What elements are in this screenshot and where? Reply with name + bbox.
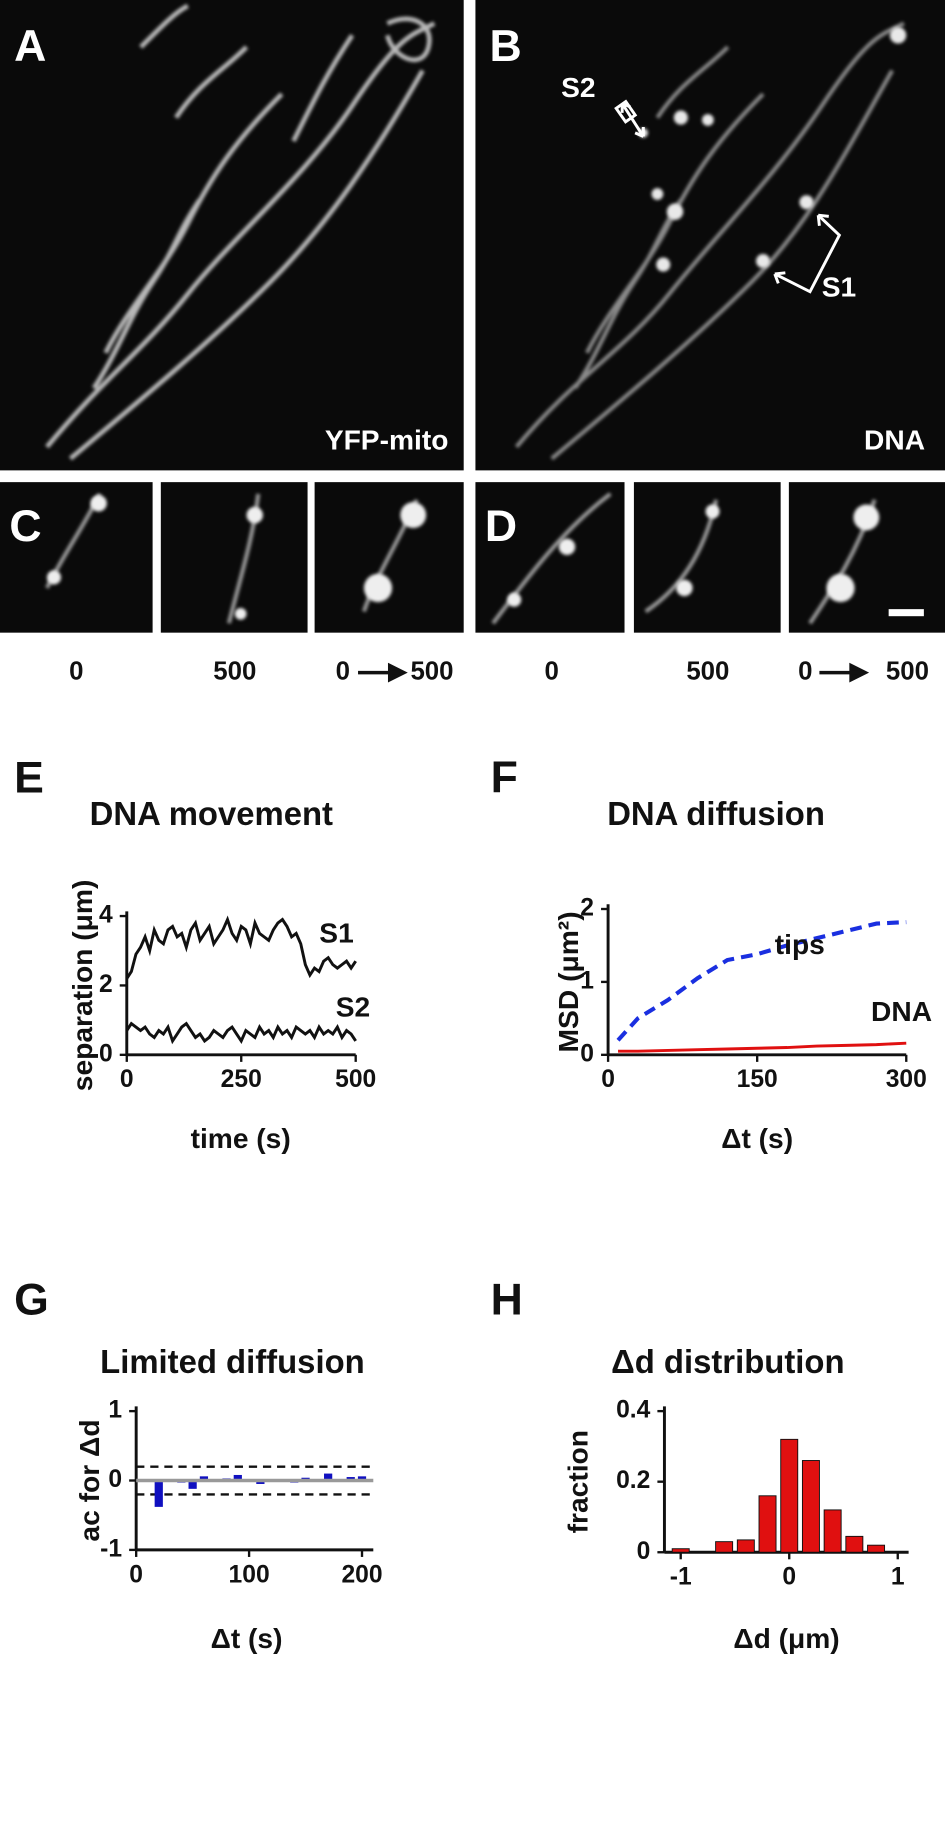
x-tick-label: 1: [891, 1564, 905, 1591]
mitochondria: [45, 3, 436, 461]
panel-letter: H: [491, 1276, 523, 1325]
histogram-bar: [671, 1548, 690, 1553]
panel-letter: D: [485, 502, 517, 551]
bar: [199, 1476, 209, 1481]
x-tick-label: 0: [120, 1066, 134, 1093]
micrograph-row: [0, 482, 945, 633]
time-label: 500: [686, 657, 729, 685]
y-tick-label: 2: [580, 895, 594, 922]
series-label: S1: [319, 916, 353, 948]
y-tick-label: 0.2: [616, 1467, 650, 1494]
series-label: tips: [775, 928, 825, 960]
x-tick-label: 300: [886, 1066, 927, 1093]
panel-letter: E: [14, 754, 44, 803]
panel-caption: YFP-mito: [325, 424, 449, 456]
x-tick-label: 0: [782, 1564, 796, 1591]
panel-caption: DNA: [864, 424, 925, 456]
y-tick-label: 0: [108, 1466, 122, 1493]
x-axis-label: time (s): [191, 1122, 291, 1154]
y-axis-label: ac for Δd: [73, 1419, 105, 1541]
x-axis-label: Δd (μm): [733, 1622, 839, 1654]
x-tick-label: 150: [737, 1066, 778, 1093]
histogram-bar: [845, 1535, 864, 1553]
micrograph: [633, 482, 781, 633]
y-tick-label: 0: [637, 1538, 651, 1565]
chart-title: DNA diffusion: [607, 795, 825, 832]
y-tick-label: 1: [108, 1397, 122, 1424]
time-label: 500: [213, 657, 256, 685]
chart-title: Limited diffusion: [100, 1343, 365, 1380]
annotation-arrows: [614, 99, 842, 294]
bar: [154, 1480, 163, 1507]
x-tick-label: -1: [670, 1564, 692, 1591]
bar: [324, 1473, 333, 1481]
y-tick-label: 1: [580, 967, 594, 994]
y-tick-label: 2: [99, 971, 113, 998]
series-label: S2: [336, 990, 370, 1022]
bar: [357, 1476, 367, 1481]
x-tick-label: 0: [601, 1066, 615, 1093]
micrograph: [0, 0, 464, 471]
chart-title: DNA movement: [90, 795, 333, 832]
bar: [233, 1474, 242, 1481]
arrow: [819, 662, 870, 683]
y-tick-label: 0.4: [616, 1397, 651, 1424]
x-tick-label: 500: [335, 1066, 376, 1093]
data-line: [125, 915, 357, 980]
scale-bar: [888, 609, 924, 617]
panel-letter: F: [491, 754, 518, 803]
chart-title: Δd distribution: [611, 1343, 844, 1380]
time-label: 500: [410, 657, 453, 685]
marker-label: S1: [822, 271, 856, 303]
marker-label: S2: [561, 71, 595, 103]
histogram-bar: [715, 1541, 734, 1553]
series-label: DNA: [871, 995, 932, 1027]
data-line: [618, 1041, 907, 1053]
arrow: [358, 662, 408, 683]
x-tick-label: 200: [341, 1561, 382, 1588]
panel-letter: B: [490, 22, 522, 71]
bar: [188, 1480, 197, 1489]
histogram-bar: [736, 1539, 755, 1553]
time-labels: 0 500 0 500 0 500 0 500: [69, 657, 929, 685]
y-tick-label: -1: [100, 1535, 122, 1562]
dna-nucleoids: [46, 495, 880, 620]
time-label: 0: [69, 657, 83, 685]
x-axis-label: Δt (s): [211, 1622, 283, 1654]
y-tick-label: 0: [580, 1040, 594, 1067]
data-line: [125, 1021, 357, 1045]
y-axis-label: fraction: [561, 1430, 593, 1533]
x-tick-label: 250: [221, 1066, 262, 1093]
time-label: 0: [545, 657, 559, 685]
histogram-bar: [801, 1460, 820, 1553]
histogram-bar: [867, 1544, 886, 1553]
y-tick-label: 0: [99, 1040, 113, 1067]
histogram-bar: [780, 1438, 799, 1553]
x-axis-label: Δt (s): [721, 1122, 793, 1154]
histogram-bar: [758, 1495, 777, 1553]
mitochondria: [514, 21, 905, 461]
panel-letter: G: [14, 1276, 49, 1325]
x-tick-label: 0: [129, 1561, 143, 1588]
micrograph: [475, 482, 625, 633]
panel-letter: C: [9, 502, 41, 551]
time-label: 0: [798, 657, 812, 685]
data-line: [616, 920, 907, 1042]
histogram-bar: [823, 1509, 842, 1553]
x-tick-label: 100: [229, 1561, 270, 1588]
time-label: 500: [886, 657, 929, 685]
y-axis-label: MSD (μm²): [552, 911, 584, 1052]
y-tick-label: 4: [99, 902, 113, 929]
micrograph: [475, 0, 945, 471]
y-axis-label: separation (μm): [66, 880, 98, 1092]
micrograph: [0, 482, 153, 633]
panel-letter: A: [14, 22, 46, 71]
time-label: 0: [336, 657, 350, 685]
dna-nucleoids: [638, 27, 907, 272]
